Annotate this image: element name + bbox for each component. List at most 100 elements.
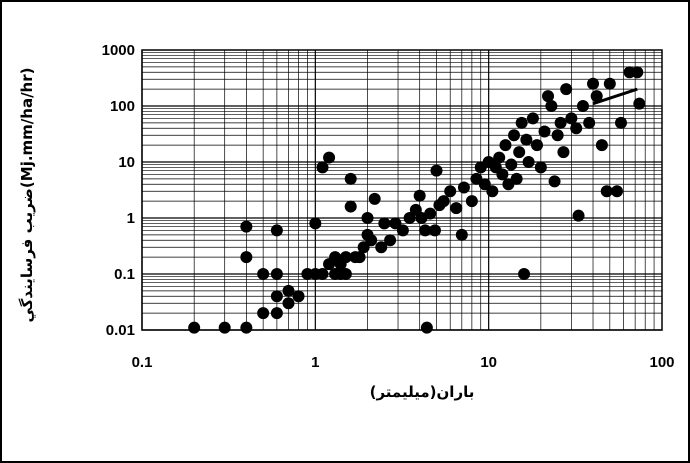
data-point bbox=[309, 217, 322, 230]
data-point bbox=[515, 116, 528, 129]
data-point bbox=[496, 168, 509, 181]
data-point bbox=[457, 181, 470, 194]
data-point bbox=[339, 251, 352, 264]
data-point bbox=[292, 290, 305, 303]
data-point bbox=[603, 77, 616, 90]
data-point bbox=[413, 189, 426, 202]
data-point bbox=[505, 158, 518, 171]
data-point bbox=[353, 251, 366, 264]
data-point bbox=[486, 185, 499, 198]
data-point bbox=[587, 77, 600, 90]
data-point bbox=[257, 268, 270, 280]
data-point bbox=[534, 161, 547, 174]
grid-major bbox=[141, 50, 662, 331]
data-point bbox=[518, 268, 531, 280]
data-point bbox=[520, 133, 533, 146]
data-point bbox=[357, 241, 370, 254]
y-tick-label: 1000 bbox=[102, 42, 135, 59]
data-point bbox=[565, 112, 578, 125]
data-point bbox=[590, 90, 603, 103]
data-point bbox=[420, 321, 433, 334]
data-point bbox=[610, 185, 623, 198]
data-point bbox=[424, 207, 437, 220]
x-tick-label: 1 bbox=[311, 354, 319, 371]
data-point bbox=[551, 129, 564, 142]
data-point bbox=[344, 172, 357, 185]
data-point bbox=[375, 241, 388, 254]
y-tick-label: 10 bbox=[118, 154, 135, 171]
data-point bbox=[493, 151, 506, 164]
trendline bbox=[592, 87, 638, 106]
y-axis-label: ضريب فرسايندگي(Mj.mm/ha/hr) bbox=[18, 68, 36, 323]
data-point bbox=[572, 209, 585, 222]
y-tick-label: 0.1 bbox=[114, 266, 135, 283]
data-point bbox=[548, 175, 561, 188]
y-tick-label: 100 bbox=[110, 98, 135, 115]
data-point bbox=[240, 251, 253, 264]
data-point bbox=[510, 172, 523, 185]
x-axis-label: باران(ميليمتر) bbox=[370, 383, 475, 401]
data-point bbox=[522, 156, 535, 168]
data-point bbox=[600, 185, 613, 198]
data-point bbox=[526, 112, 539, 125]
x-tick-label: 100 bbox=[649, 354, 674, 371]
x-tick-label: 0.1 bbox=[132, 354, 153, 371]
data-point bbox=[450, 202, 463, 215]
y-tick-label: 0.01 bbox=[106, 322, 135, 339]
data-point bbox=[455, 228, 468, 241]
data-point bbox=[218, 321, 231, 334]
data-point bbox=[444, 185, 457, 198]
data-point bbox=[542, 90, 555, 103]
y-tick-label: 1 bbox=[127, 210, 135, 227]
data-point bbox=[270, 224, 283, 237]
data-point bbox=[240, 321, 253, 334]
data-point bbox=[316, 268, 329, 280]
data-point bbox=[361, 212, 374, 224]
data-point bbox=[428, 224, 441, 237]
data-point bbox=[557, 146, 570, 159]
data-point bbox=[368, 192, 381, 205]
data-point bbox=[282, 284, 295, 297]
data-point bbox=[538, 125, 551, 138]
data-point bbox=[419, 224, 432, 237]
data-point bbox=[507, 129, 520, 142]
grid-minor bbox=[142, 50, 662, 330]
data-point bbox=[560, 83, 573, 96]
data-point bbox=[513, 146, 526, 159]
x-tick-label: 10 bbox=[480, 354, 497, 371]
data-point bbox=[396, 224, 409, 237]
plot-area-border bbox=[141, 49, 663, 331]
data-point bbox=[633, 97, 646, 110]
data-point bbox=[270, 307, 283, 320]
data-point bbox=[530, 139, 543, 152]
data-point bbox=[270, 290, 283, 303]
data-point bbox=[403, 212, 416, 224]
data-point bbox=[316, 161, 329, 174]
data-point bbox=[339, 268, 352, 280]
data-point bbox=[465, 195, 478, 208]
data-points bbox=[188, 66, 646, 334]
data-point bbox=[478, 178, 491, 191]
data-point bbox=[188, 321, 201, 334]
data-point bbox=[570, 122, 583, 135]
data-point bbox=[583, 116, 596, 129]
data-point bbox=[576, 100, 589, 112]
data-point bbox=[614, 116, 627, 129]
y-tick-labels: 0.01 0.1 1 10 100 1000 bbox=[102, 42, 135, 339]
data-point bbox=[384, 234, 397, 247]
data-point bbox=[344, 200, 357, 213]
data-point bbox=[323, 151, 336, 164]
data-point bbox=[499, 139, 512, 152]
data-point bbox=[378, 217, 391, 230]
data-point bbox=[437, 195, 450, 208]
x-tick-labels: 0.1 1 10 100 bbox=[132, 354, 675, 371]
data-point bbox=[545, 100, 558, 112]
data-point bbox=[365, 234, 378, 247]
data-point bbox=[270, 268, 283, 280]
data-point bbox=[240, 220, 253, 233]
data-point bbox=[595, 139, 608, 152]
data-point bbox=[282, 297, 295, 310]
data-point bbox=[554, 116, 567, 129]
